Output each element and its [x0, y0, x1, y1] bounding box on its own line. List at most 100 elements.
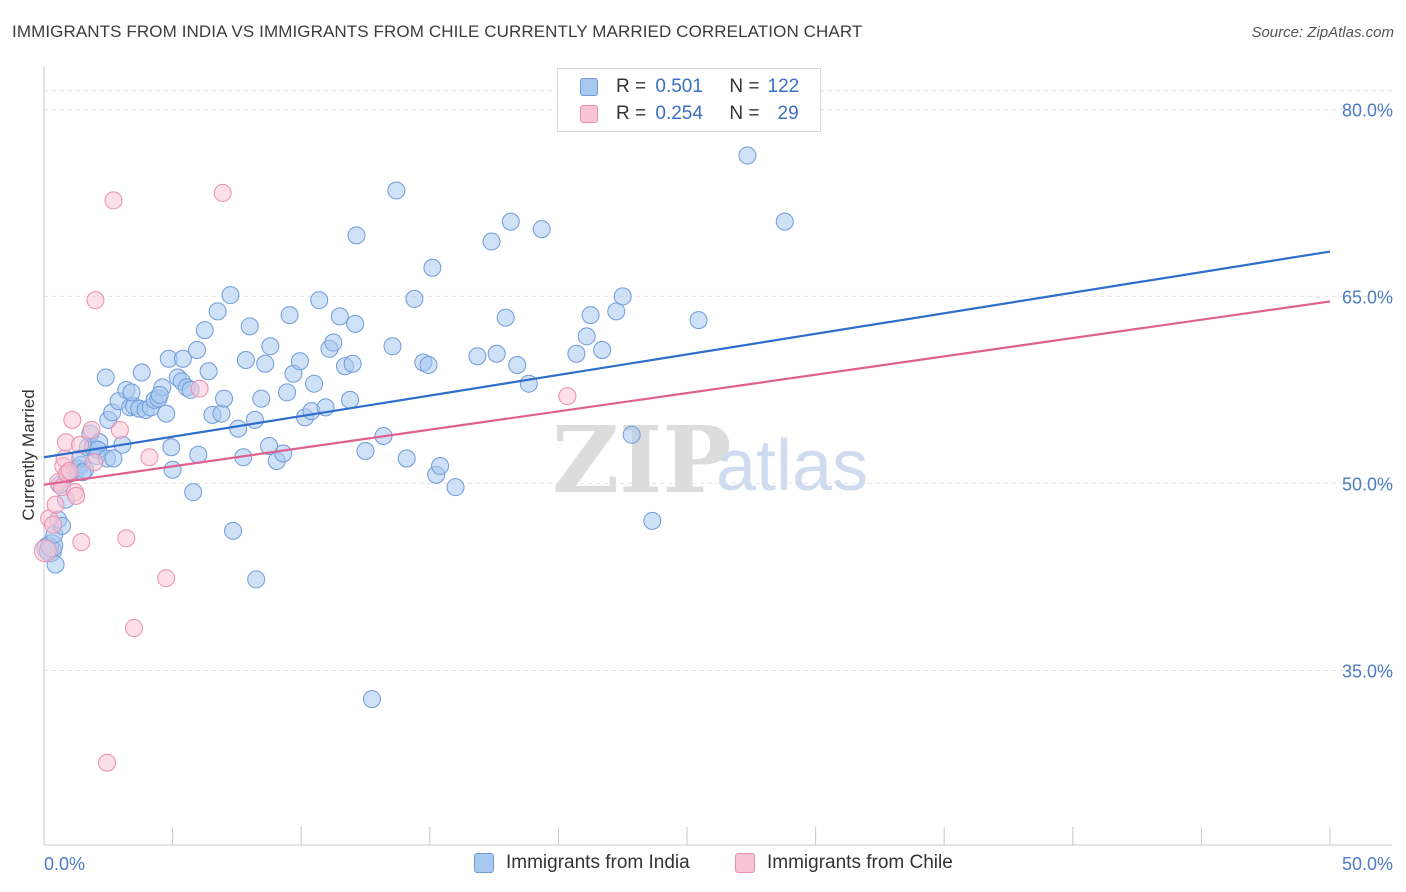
chile-point — [110, 420, 129, 439]
series-legend: Immigrants from India Immigrants from Ch… — [0, 852, 1406, 878]
chile-point — [190, 379, 209, 398]
india-point — [508, 355, 527, 374]
r-label: R = — [616, 103, 647, 124]
n-label: N = — [729, 76, 760, 97]
x-tick-label: 0.0% — [44, 854, 85, 874]
stats-row-india: R = 0.501 N = 122 — [580, 75, 799, 99]
india-point — [215, 389, 234, 408]
legend-swatch-chile — [580, 105, 598, 123]
india-point — [96, 368, 115, 387]
india-point — [173, 349, 192, 368]
watermark: ZIP atlas — [552, 406, 868, 514]
chile-point — [86, 291, 105, 310]
legend-swatch-india — [474, 853, 494, 873]
india-point — [689, 311, 708, 330]
chile-point — [117, 529, 136, 548]
chile-point — [60, 461, 79, 480]
india-point — [419, 355, 438, 374]
chile-point — [71, 435, 90, 454]
chile-point — [67, 486, 86, 505]
india-point — [405, 289, 424, 308]
india-point — [431, 456, 450, 475]
india-point — [245, 410, 264, 429]
india-point — [775, 212, 794, 231]
india-point — [362, 690, 381, 709]
legend-item-chile[interactable]: Immigrants from Chile — [735, 852, 953, 874]
india-point — [163, 460, 182, 479]
india-point — [387, 181, 406, 200]
india-point — [593, 341, 612, 360]
india-point — [280, 306, 299, 325]
r-value: 0.501 — [655, 76, 703, 97]
source-label: Source: ZipAtlas.com — [1251, 24, 1394, 41]
india-point — [189, 445, 208, 464]
india-point — [310, 291, 329, 310]
trend-line-india — [43, 250, 1331, 459]
india-point — [221, 286, 240, 305]
chile-point — [63, 410, 82, 429]
stats-row-chile: R = 0.254 N = 29 — [580, 102, 799, 126]
india-point — [260, 437, 279, 456]
india-point — [261, 337, 280, 356]
india-point — [487, 344, 506, 363]
legend-label-india: Immigrants from India — [506, 852, 690, 873]
chile-point — [72, 533, 91, 552]
trend-line-chile — [43, 300, 1331, 486]
india-point — [581, 306, 600, 325]
india-point — [150, 385, 169, 404]
india-point — [343, 354, 362, 373]
india-point — [468, 347, 487, 366]
legend-swatch-chile — [735, 853, 755, 873]
india-point — [247, 570, 266, 589]
chile-point — [44, 515, 63, 534]
chile-point — [157, 569, 176, 588]
india-point — [613, 287, 632, 306]
series-chile-points — [33, 183, 577, 772]
watermark-atlas: atlas — [716, 426, 868, 506]
india-point — [341, 390, 360, 409]
india-point — [482, 232, 501, 251]
chart-title: IMMIGRANTS FROM INDIA VS IMMIGRANTS FROM… — [12, 22, 863, 41]
stats-legend: R = 0.501 N = 122 R = 0.254 N = 29 — [557, 68, 821, 132]
y-axis-label: Currently Married — [19, 389, 38, 520]
y-tick-label: 35.0% — [1342, 661, 1393, 681]
india-point — [162, 438, 181, 457]
india-point — [496, 308, 515, 327]
chile-point — [33, 539, 57, 563]
r-label: R = — [616, 76, 647, 97]
india-point — [383, 337, 402, 356]
chile-point — [213, 183, 232, 202]
chile-point — [98, 753, 117, 772]
india-point — [501, 212, 520, 231]
n-value: 29 — [777, 103, 799, 124]
india-point — [184, 483, 203, 502]
india-point — [346, 314, 365, 333]
india-point — [157, 404, 176, 423]
india-point — [188, 341, 207, 360]
india-point — [356, 442, 375, 461]
india-point — [305, 374, 324, 393]
axes — [43, 66, 1392, 846]
india-point — [208, 302, 227, 321]
legend-item-india[interactable]: Immigrants from India — [474, 852, 690, 874]
y-tick-label: 65.0% — [1342, 287, 1393, 307]
n-value: 122 — [767, 76, 800, 97]
india-point — [622, 425, 641, 444]
india-point — [397, 449, 416, 468]
chile-point — [104, 191, 123, 210]
r-value: 0.254 — [655, 103, 703, 124]
india-point — [212, 404, 231, 423]
india-point — [104, 449, 123, 468]
india-point — [446, 478, 465, 497]
india-point — [423, 258, 442, 277]
india-point — [347, 226, 366, 245]
india-point — [577, 327, 596, 346]
india-point — [330, 307, 349, 326]
india-point — [290, 352, 309, 371]
india-point — [132, 363, 151, 382]
india-point — [236, 351, 255, 370]
chile-point — [125, 619, 144, 638]
chile-point — [82, 420, 101, 439]
india-point — [252, 389, 271, 408]
